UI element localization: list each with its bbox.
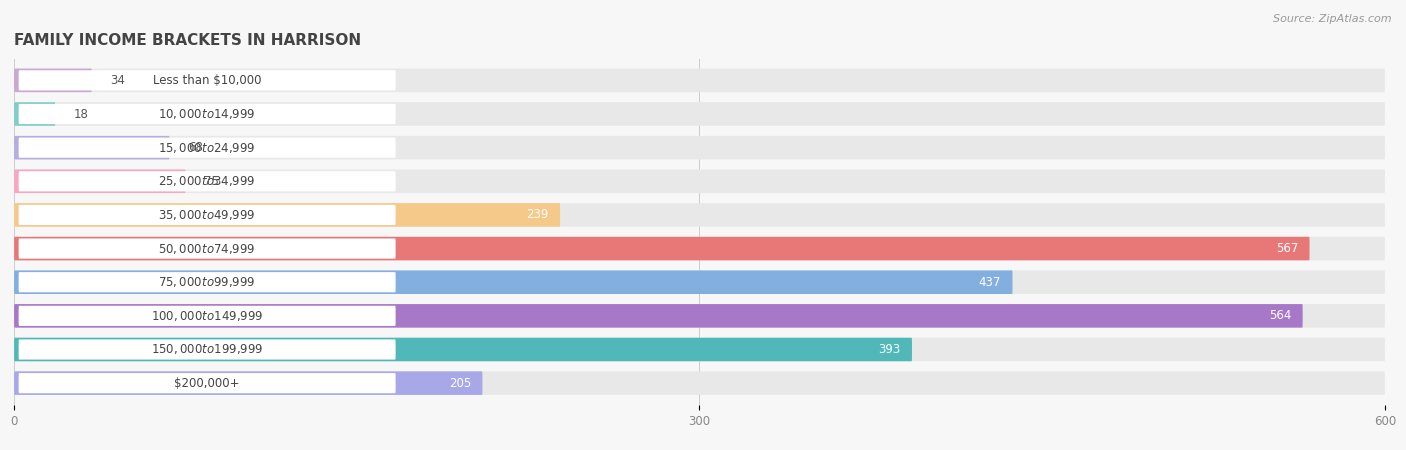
FancyBboxPatch shape <box>14 203 1385 227</box>
Text: 239: 239 <box>526 208 548 221</box>
FancyBboxPatch shape <box>14 304 1303 328</box>
Text: $35,000 to $49,999: $35,000 to $49,999 <box>159 208 256 222</box>
Text: $100,000 to $149,999: $100,000 to $149,999 <box>150 309 263 323</box>
Text: 205: 205 <box>449 377 471 390</box>
FancyBboxPatch shape <box>18 70 395 90</box>
FancyBboxPatch shape <box>14 102 55 126</box>
Text: 567: 567 <box>1275 242 1298 255</box>
Text: $50,000 to $74,999: $50,000 to $74,999 <box>159 242 256 256</box>
FancyBboxPatch shape <box>18 138 395 158</box>
FancyBboxPatch shape <box>18 306 395 326</box>
FancyBboxPatch shape <box>18 104 395 124</box>
Text: Source: ZipAtlas.com: Source: ZipAtlas.com <box>1274 14 1392 23</box>
FancyBboxPatch shape <box>14 170 1385 193</box>
Text: 68: 68 <box>188 141 202 154</box>
FancyBboxPatch shape <box>14 237 1385 261</box>
Text: Less than $10,000: Less than $10,000 <box>153 74 262 87</box>
FancyBboxPatch shape <box>14 270 1385 294</box>
Text: 18: 18 <box>73 108 89 121</box>
FancyBboxPatch shape <box>14 338 1385 361</box>
Text: $75,000 to $99,999: $75,000 to $99,999 <box>159 275 256 289</box>
FancyBboxPatch shape <box>18 272 395 292</box>
FancyBboxPatch shape <box>14 237 1309 261</box>
Text: $150,000 to $199,999: $150,000 to $199,999 <box>150 342 263 356</box>
FancyBboxPatch shape <box>18 205 395 225</box>
Text: $10,000 to $14,999: $10,000 to $14,999 <box>159 107 256 121</box>
FancyBboxPatch shape <box>18 171 395 191</box>
FancyBboxPatch shape <box>18 373 395 393</box>
FancyBboxPatch shape <box>14 338 912 361</box>
Text: 34: 34 <box>110 74 125 87</box>
FancyBboxPatch shape <box>14 371 482 395</box>
FancyBboxPatch shape <box>14 304 1385 328</box>
Text: FAMILY INCOME BRACKETS IN HARRISON: FAMILY INCOME BRACKETS IN HARRISON <box>14 32 361 48</box>
Text: 564: 564 <box>1268 309 1291 322</box>
FancyBboxPatch shape <box>18 339 395 360</box>
FancyBboxPatch shape <box>14 170 186 193</box>
FancyBboxPatch shape <box>14 136 170 159</box>
FancyBboxPatch shape <box>14 371 1385 395</box>
Text: 437: 437 <box>979 276 1001 289</box>
Text: 393: 393 <box>879 343 901 356</box>
Text: $25,000 to $34,999: $25,000 to $34,999 <box>159 174 256 188</box>
FancyBboxPatch shape <box>14 68 91 92</box>
FancyBboxPatch shape <box>14 102 1385 126</box>
FancyBboxPatch shape <box>14 136 1385 159</box>
FancyBboxPatch shape <box>14 203 560 227</box>
FancyBboxPatch shape <box>14 68 1385 92</box>
Text: $15,000 to $24,999: $15,000 to $24,999 <box>159 141 256 155</box>
Text: $200,000+: $200,000+ <box>174 377 240 390</box>
Text: 75: 75 <box>204 175 218 188</box>
FancyBboxPatch shape <box>14 270 1012 294</box>
FancyBboxPatch shape <box>18 238 395 259</box>
